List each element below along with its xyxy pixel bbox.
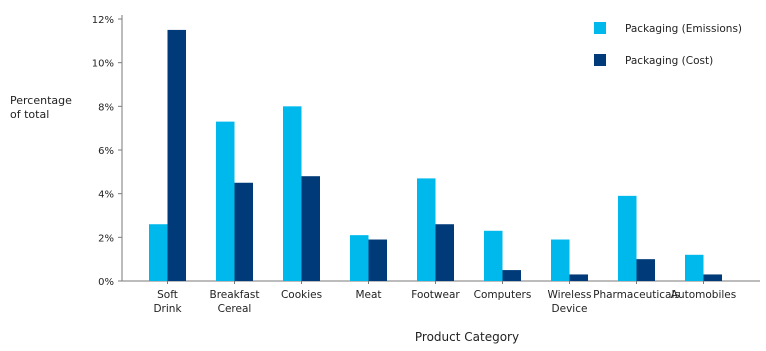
legend-label: Packaging (Cost)	[625, 55, 713, 67]
x-tick-label: Meat	[355, 289, 381, 301]
x-tick-label: Automobiles	[671, 289, 736, 301]
y-tick-label: 6%	[98, 146, 114, 157]
bar-emissions	[417, 178, 436, 281]
x-tick-label: Computers	[474, 289, 532, 301]
bar-cost	[301, 176, 320, 281]
legend-swatch	[594, 22, 606, 34]
bar-cost	[435, 224, 454, 281]
y-axis-label: Percentage of total	[10, 94, 72, 121]
bar-cost	[569, 274, 588, 281]
x-tick-label: Footwear	[411, 289, 460, 301]
bar-emissions	[350, 235, 369, 281]
legend-swatch	[594, 54, 606, 66]
x-tick-label: Cookies	[281, 289, 322, 301]
x-tick-label: Wireless Device	[548, 289, 592, 315]
labels: Percentage of total Soft Drink Breakfast Cere…	[10, 94, 736, 344]
y-tick-label: 12%	[92, 15, 114, 26]
x-tick-label: Pharmaceuticals	[593, 289, 680, 301]
bar-emissions	[618, 195, 637, 281]
bar-emissions	[551, 239, 570, 281]
bar-emissions	[484, 230, 503, 281]
y-tick-label: 10%	[92, 59, 114, 70]
legend-label: Packaging (Emissions)	[625, 23, 742, 35]
bar-emissions	[283, 106, 302, 281]
bar-cost	[234, 182, 253, 281]
y-tick-label: 4%	[98, 190, 114, 201]
x-tick-label: Breakfast Cereal	[210, 289, 260, 315]
bar-emissions	[216, 121, 235, 281]
bar-cost	[167, 29, 186, 281]
y-tick-label: 0%	[98, 277, 114, 288]
y-tick-label: 2%	[98, 233, 114, 244]
legend: Packaging (Emissions) Packaging (Cost)	[594, 22, 742, 67]
bars	[149, 29, 722, 281]
y-tick-label: 8%	[98, 102, 114, 113]
x-tick-label: Soft Drink	[153, 289, 182, 315]
bar-cost	[703, 274, 722, 281]
bar-cost	[368, 239, 387, 281]
bar-emissions	[149, 224, 168, 281]
bar-cost	[636, 259, 655, 281]
bar-cost	[502, 270, 521, 281]
bar-emissions	[685, 254, 704, 281]
x-axis-label: Product Category	[415, 330, 519, 344]
